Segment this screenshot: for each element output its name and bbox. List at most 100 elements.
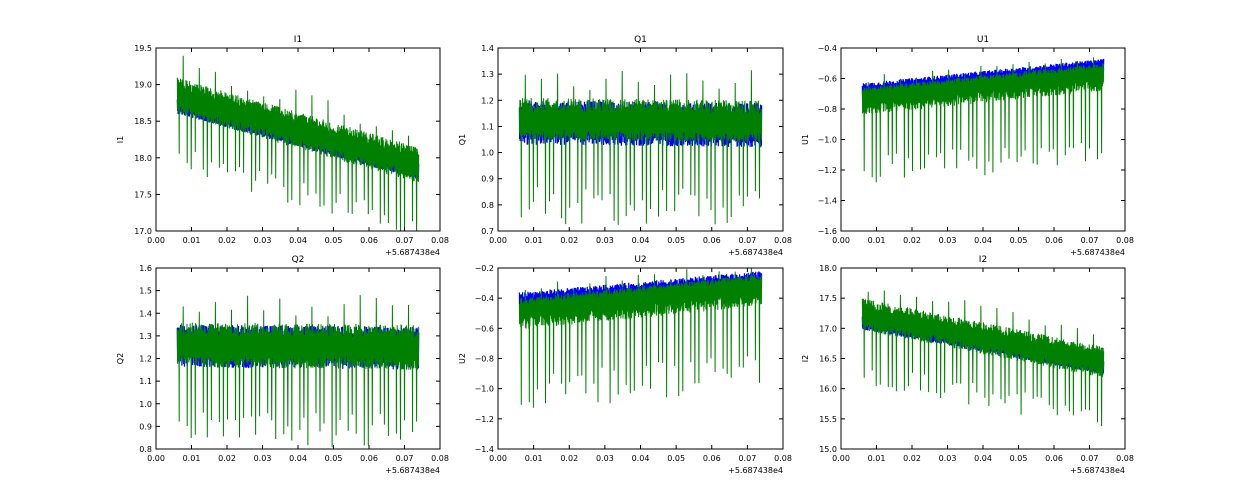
subplot-i1: 0.00 0.01 0.02 0.03 0.04 0.05 0.06 0.07 0.08 17.0… xyxy=(116,35,449,257)
y-tick-label: 1.2 xyxy=(139,355,152,364)
x-tick-label: 0.01 xyxy=(525,236,543,245)
y-tick-label: 0.9 xyxy=(139,422,152,431)
y-tick-label: 17.0 xyxy=(134,227,152,236)
x-tick-label: 0.03 xyxy=(939,236,957,245)
x-tick-label: 0.08 xyxy=(1116,454,1134,463)
chart-title: U1 xyxy=(977,35,989,45)
y-tick-label: −0.8 xyxy=(475,355,494,364)
series-line-green xyxy=(518,70,763,225)
x-tick-label: 0.08 xyxy=(774,454,792,463)
y-tick-label: −1.0 xyxy=(475,385,494,394)
x-offset-label: +5.687438e4 xyxy=(728,248,783,257)
subplot-grid: 0.00 0.01 0.02 0.03 0.04 0.05 0.06 0.07 0.08 17.0… xyxy=(116,35,1134,475)
y-tick-label: 0.7 xyxy=(481,227,494,236)
x-tick-label: 0.08 xyxy=(431,454,449,463)
y-tick-label: 1.1 xyxy=(139,377,152,386)
x-tick-label: 0.01 xyxy=(525,454,543,463)
x-tick-label: 0.05 xyxy=(325,236,343,245)
subplot-u2: 0.00 0.01 0.02 0.03 0.04 0.05 0.06 0.07 0.08 −1.4… xyxy=(458,255,792,475)
x-tick-label: 0.05 xyxy=(667,454,685,463)
y-tick-label: 18.5 xyxy=(134,117,152,126)
y-axis-label: U2 xyxy=(458,353,467,364)
x-tick-label: 0.01 xyxy=(183,236,201,245)
x-tick-label: 0.06 xyxy=(1045,454,1063,463)
y-tick-label: 17.5 xyxy=(819,294,837,303)
x-offset-label: +5.687438e4 xyxy=(385,248,440,257)
y-tick-label: 18.0 xyxy=(819,264,837,273)
x-tick-label: 0.00 xyxy=(147,454,165,463)
x-tick-label: 0.04 xyxy=(289,236,307,245)
y-tick-label: 18.0 xyxy=(134,154,152,163)
x-tick-label: 0.02 xyxy=(218,454,236,463)
x-offset-label: +5.687438e4 xyxy=(1070,248,1125,257)
x-tick-label: 0.07 xyxy=(738,236,756,245)
x-tick-label: 0.02 xyxy=(560,236,578,245)
y-tick-label: −1.2 xyxy=(818,166,837,175)
x-tick-label: 0.05 xyxy=(1010,236,1028,245)
y-tick-label: 15.0 xyxy=(819,445,837,454)
x-tick-label: 0.05 xyxy=(667,236,685,245)
x-tick-label: 0.01 xyxy=(183,454,201,463)
chart-title: Q1 xyxy=(634,35,647,45)
x-tick-label: 0.07 xyxy=(396,236,414,245)
x-tick-label: 0.07 xyxy=(396,454,414,463)
x-tick-label: 0.00 xyxy=(489,236,507,245)
x-tick-label: 0.06 xyxy=(703,454,721,463)
series-line-green xyxy=(176,55,420,231)
y-tick-label: 16.0 xyxy=(819,385,837,394)
y-tick-label: 1.1 xyxy=(481,122,494,131)
y-axis-label: I1 xyxy=(116,136,125,143)
y-tick-label: 1.2 xyxy=(481,96,494,105)
subplot-i2: 0.00 0.01 0.02 0.03 0.04 0.05 0.06 0.07 0.08 15.0… xyxy=(801,255,1134,475)
y-axis-label: Q2 xyxy=(116,353,125,364)
x-offset-label: +5.687438e4 xyxy=(1070,466,1125,475)
x-tick-label: 0.00 xyxy=(489,454,507,463)
y-tick-label: −0.2 xyxy=(475,264,494,273)
y-tick-label: 17.5 xyxy=(134,190,152,199)
x-tick-label: 0.08 xyxy=(774,236,792,245)
y-tick-label: 19.0 xyxy=(134,81,152,90)
y-tick-label: 0.8 xyxy=(139,445,152,454)
series-line-blue xyxy=(518,271,763,313)
y-tick-label: 1.3 xyxy=(139,332,152,341)
x-tick-label: 0.04 xyxy=(974,236,992,245)
y-tick-label: 1.0 xyxy=(481,149,494,158)
x-tick-label: 0.00 xyxy=(147,236,165,245)
x-offset-label: +5.687438e4 xyxy=(728,466,783,475)
x-tick-label: 0.00 xyxy=(832,236,850,245)
x-tick-label: 0.08 xyxy=(431,236,449,245)
x-tick-label: 0.03 xyxy=(596,236,614,245)
y-tick-label: 0.9 xyxy=(481,175,494,184)
series-line-green xyxy=(176,295,420,448)
y-tick-label: 1.4 xyxy=(139,309,152,318)
x-tick-label: 0.02 xyxy=(560,454,578,463)
x-tick-label: 0.07 xyxy=(738,454,756,463)
x-tick-label: 0.01 xyxy=(868,454,886,463)
y-tick-label: 17.0 xyxy=(819,324,837,333)
y-tick-label: 1.5 xyxy=(139,287,152,296)
x-tick-label: 0.02 xyxy=(218,236,236,245)
y-tick-label: −1.6 xyxy=(818,227,837,236)
x-tick-label: 0.03 xyxy=(254,236,272,245)
series-line-green xyxy=(861,57,1105,183)
y-axis-label: I2 xyxy=(801,355,810,362)
y-tick-label: −0.4 xyxy=(818,44,837,53)
chart-title: Q2 xyxy=(292,255,305,265)
series-line-blue xyxy=(861,58,1105,102)
x-tick-label: 0.04 xyxy=(289,454,307,463)
x-tick-label: 0.06 xyxy=(703,236,721,245)
y-tick-label: 19.5 xyxy=(134,44,152,53)
chart-title: I2 xyxy=(979,255,987,265)
y-tick-label: −1.0 xyxy=(818,136,837,145)
subplot-u1: 0.00 0.01 0.02 0.03 0.04 0.05 0.06 0.07 0.08 −1.6… xyxy=(801,35,1134,257)
x-tick-label: 0.04 xyxy=(632,454,650,463)
y-axis-label: Q1 xyxy=(458,134,467,145)
x-tick-label: 0.06 xyxy=(1045,236,1063,245)
chart-title: I1 xyxy=(294,35,302,45)
series-line-green xyxy=(861,290,1105,427)
y-tick-label: 0.8 xyxy=(481,201,494,210)
y-tick-label: 16.5 xyxy=(819,355,837,364)
subplot-q1: 0.00 0.01 0.02 0.03 0.04 0.05 0.06 0.07 0.08 0.7 0… xyxy=(458,35,792,257)
x-tick-label: 0.06 xyxy=(360,236,378,245)
